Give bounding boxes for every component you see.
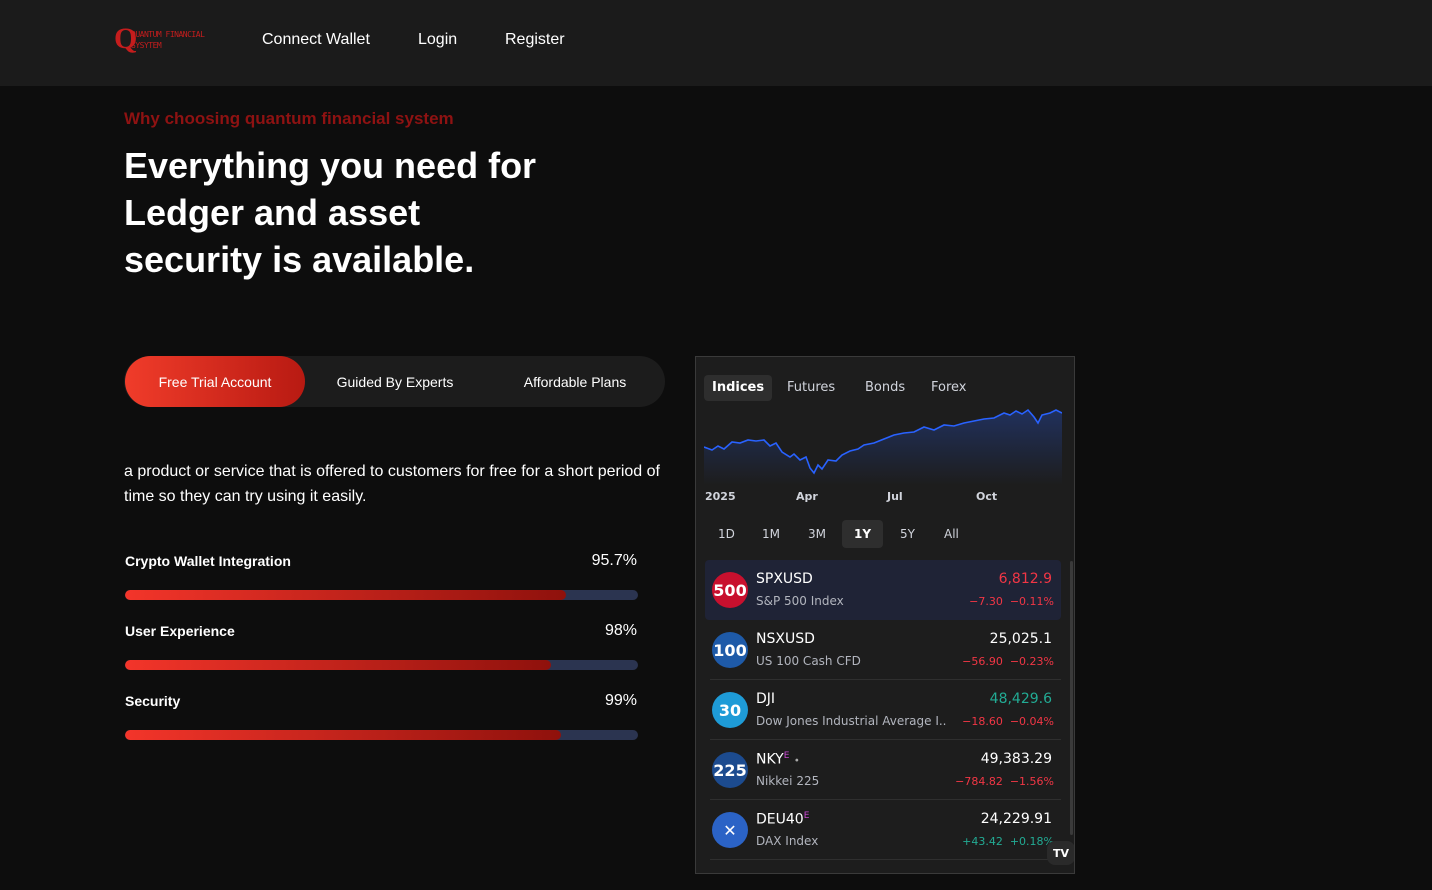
- symbol-badge: 500: [712, 572, 748, 608]
- index-sparkline-chart: [704, 408, 1062, 485]
- symbol-ticker: SPXUSD: [756, 571, 813, 587]
- headline-line-2: Ledger and asset: [124, 192, 421, 233]
- symbol-price: 24,229.91: [980, 811, 1052, 827]
- nav-connect-wallet[interactable]: Connect Wallet: [262, 31, 370, 48]
- change-pct: −0.11%: [1009, 595, 1054, 608]
- ticker-text: NKY: [756, 751, 784, 768]
- symbol-change: −56.90 −0.23%: [962, 655, 1054, 668]
- chart-label-2025: 2025: [705, 490, 736, 503]
- symbol-price: 48,429.6: [989, 691, 1052, 707]
- symbol-change: −18.60 −0.04%: [962, 715, 1054, 728]
- skill-percent: 99%: [604, 692, 637, 709]
- row-divider: [710, 859, 1061, 860]
- range-all[interactable]: All: [944, 527, 959, 541]
- symbol-name: Nikkei 225: [756, 774, 820, 788]
- symbol-badge: ✕: [712, 812, 748, 848]
- range-1d[interactable]: 1D: [718, 527, 735, 541]
- tab-forex[interactable]: Forex: [931, 380, 967, 395]
- skill-label: Crypto Wallet Integration: [125, 553, 291, 569]
- skill-progress-fill: [125, 590, 567, 600]
- symbol-name: Dow Jones Industrial Average I...: [756, 714, 946, 728]
- headline-line-1: Everything you need for: [124, 145, 537, 186]
- symbol-row-nky[interactable]: 225 NKYE • Nikkei 225 49,383.29 −784.82 …: [705, 740, 1061, 800]
- top-navbar: Q QUANTUM FINANCIAL SYSYTEM Connect Wall…: [0, 0, 1432, 86]
- logo-mark: Q: [114, 22, 138, 55]
- symbol-price: 6,812.9: [998, 571, 1052, 587]
- symbol-change: +43.42 +0.18%: [962, 835, 1054, 848]
- tab-indices[interactable]: Indices: [704, 375, 773, 401]
- exchange-flag: E: [803, 811, 810, 821]
- symbol-badge: 100: [712, 632, 748, 668]
- symbol-badge: 225: [712, 752, 748, 788]
- change-abs: −56.90: [962, 655, 1003, 668]
- tradingview-logo-icon[interactable]: TV: [1047, 841, 1074, 865]
- symbol-row-nsxusd[interactable]: 100 NSXUSD US 100 Cash CFD 25,025.1 −56.…: [705, 620, 1061, 680]
- symbol-ticker: DJI: [756, 691, 776, 707]
- ticker-text: DEU40: [756, 811, 804, 828]
- range-3m[interactable]: 3M: [808, 527, 826, 541]
- hero-headline: Everything you need for Ledger and asset…: [124, 142, 584, 283]
- chart-label-oct: Oct: [976, 490, 998, 503]
- site-logo[interactable]: Q QUANTUM FINANCIAL SYSYTEM: [114, 22, 205, 56]
- symbol-price: 25,025.1: [989, 631, 1052, 647]
- change-pct: −0.23%: [1009, 655, 1054, 668]
- tab-affordable-plans[interactable]: Affordable Plans: [523, 373, 627, 390]
- nav-login[interactable]: Login: [418, 31, 458, 48]
- logo-text-line2: SYSYTEM: [131, 41, 162, 50]
- symbol-ticker: DEU40E: [756, 811, 809, 828]
- row-divider: [710, 799, 1061, 800]
- skill-progress-bar: [125, 730, 638, 740]
- change-abs: −784.82: [955, 775, 1003, 788]
- change-pct: −1.56%: [1009, 775, 1054, 788]
- sparkline-area: [704, 410, 1062, 485]
- row-divider: [710, 739, 1061, 740]
- symbol-ticker: NKYE •: [756, 751, 800, 768]
- skill-progress-fill: [125, 660, 551, 670]
- symbol-row-dji[interactable]: 30 DJI Dow Jones Industrial Average I...…: [705, 680, 1061, 740]
- symbol-list-scrollbar[interactable]: [1070, 561, 1073, 835]
- row-divider: [710, 679, 1061, 680]
- change-pct: +0.18%: [1009, 835, 1054, 848]
- sparkline-line: [704, 408, 1062, 475]
- skill-percent: 95.7%: [591, 552, 637, 569]
- tab-free-trial-account[interactable]: Free Trial Account: [125, 356, 305, 407]
- nav-register[interactable]: Register: [505, 31, 565, 48]
- symbol-name: DAX Index: [756, 834, 819, 848]
- skill-label: Security: [125, 693, 181, 709]
- tab-bonds[interactable]: Bonds: [865, 380, 906, 395]
- symbol-ticker: NSXUSD: [756, 631, 815, 647]
- change-abs: +43.42: [962, 835, 1003, 848]
- change-pct: −0.04%: [1009, 715, 1054, 728]
- range-5y[interactable]: 5Y: [900, 527, 915, 541]
- skill-progress-bar: [125, 660, 638, 670]
- symbol-change: −7.30 −0.11%: [969, 595, 1054, 608]
- market-overview-widget: Indices Futures Bonds Forex 2025 Apr Jul…: [695, 356, 1075, 874]
- range-1m[interactable]: 1M: [762, 527, 780, 541]
- feature-tabs: Free Trial Account Guided By Experts Aff…: [124, 356, 665, 407]
- exchange-flag: E: [783, 751, 790, 761]
- market-status-dot: •: [793, 755, 800, 767]
- range-1y[interactable]: 1Y: [842, 520, 884, 548]
- section-eyebrow: Why choosing quantum financial system: [124, 109, 454, 128]
- symbol-name: US 100 Cash CFD: [756, 654, 861, 668]
- skill-progress-fill: [125, 730, 562, 740]
- change-abs: −7.30: [969, 595, 1003, 608]
- symbol-row-spxusd[interactable]: 500 SPXUSD S&P 500 Index 6,812.9 −7.30 −…: [705, 560, 1061, 620]
- skill-percent: 98%: [604, 622, 637, 639]
- symbol-row-deu40[interactable]: ✕ DEU40E DAX Index 24,229.91 +43.42 +0.1…: [705, 800, 1061, 860]
- tab-guided-by-experts[interactable]: Guided By Experts: [336, 373, 454, 390]
- logo-text-line1: QUANTUM FINANCIAL: [131, 30, 205, 39]
- symbol-price: 49,383.29: [980, 751, 1052, 767]
- chart-label-apr: Apr: [796, 490, 818, 503]
- tab-description: a product or service that is offered to …: [124, 463, 660, 505]
- symbol-change: −784.82 −1.56%: [955, 775, 1054, 788]
- skill-label: User Experience: [125, 623, 235, 639]
- symbol-badge: 30: [712, 692, 748, 728]
- tab-futures[interactable]: Futures: [787, 380, 836, 395]
- change-abs: −18.60: [962, 715, 1003, 728]
- headline-line-3: security is available.: [124, 239, 475, 280]
- chart-label-jul: Jul: [887, 490, 903, 503]
- skill-progress-bar: [125, 590, 638, 600]
- symbol-name: S&P 500 Index: [756, 594, 844, 608]
